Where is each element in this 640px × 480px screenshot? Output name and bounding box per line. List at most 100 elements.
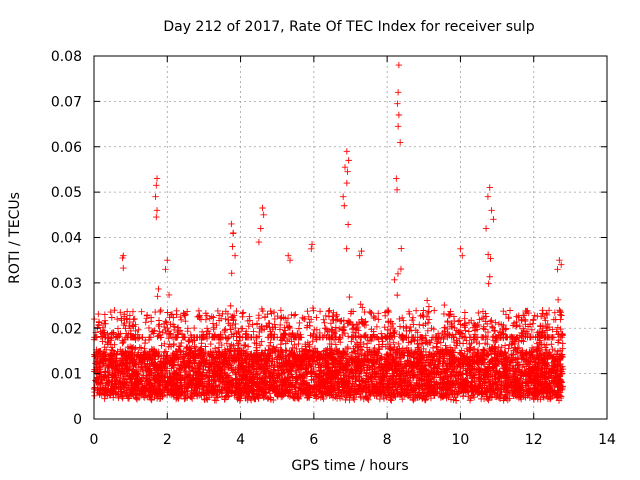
data-point <box>343 245 350 252</box>
data-point <box>111 307 118 314</box>
data-point <box>177 316 185 323</box>
data-point <box>373 323 381 331</box>
data-point <box>346 293 353 301</box>
data-point <box>383 334 390 342</box>
data-point <box>101 343 108 351</box>
data-point <box>267 339 274 346</box>
data-point <box>325 308 332 315</box>
data-point <box>549 345 556 353</box>
data-point <box>227 302 234 310</box>
data-point <box>329 312 336 320</box>
data-point <box>551 309 559 316</box>
data-point <box>164 324 171 332</box>
data-point <box>397 355 404 363</box>
data-point <box>113 315 121 323</box>
data-point <box>207 340 214 348</box>
data-point <box>101 311 109 318</box>
data-point <box>333 311 340 318</box>
data-point <box>147 318 155 325</box>
data-point <box>168 310 176 318</box>
data-point <box>99 338 106 345</box>
data-point <box>546 349 553 356</box>
data-point <box>375 316 382 323</box>
data-point <box>554 324 562 331</box>
data-point <box>544 320 551 328</box>
data-point <box>95 318 103 326</box>
data-point <box>161 348 168 356</box>
data-point <box>441 301 448 309</box>
data-point <box>394 291 401 299</box>
data-point <box>468 339 475 347</box>
data-point <box>557 325 564 333</box>
data-point <box>203 325 211 332</box>
data-point <box>396 323 404 330</box>
data-point <box>465 328 473 335</box>
data-point <box>462 320 469 327</box>
data-point <box>209 320 217 327</box>
data-point <box>366 308 373 316</box>
data-points-layer <box>90 61 567 404</box>
data-point <box>138 308 145 315</box>
data-point <box>214 307 222 315</box>
data-point <box>131 315 138 323</box>
data-point <box>437 339 444 346</box>
data-point <box>158 342 165 349</box>
data-point <box>396 315 403 323</box>
data-point <box>416 321 423 328</box>
data-point <box>423 297 431 304</box>
data-point <box>542 317 549 324</box>
data-point <box>485 280 492 287</box>
data-point <box>356 333 364 341</box>
data-point <box>378 330 385 337</box>
data-point <box>245 322 252 330</box>
data-point <box>202 343 209 350</box>
data-point <box>396 139 404 146</box>
data-point <box>344 333 352 340</box>
data-point <box>336 325 343 333</box>
data-point <box>459 393 467 400</box>
data-point <box>129 308 137 315</box>
data-point <box>529 317 537 324</box>
data-point <box>117 309 124 316</box>
data-point <box>542 323 550 331</box>
data-point <box>101 395 108 402</box>
data-point <box>420 307 427 314</box>
data-point <box>461 309 469 316</box>
data-point <box>250 328 257 335</box>
data-point <box>288 311 295 319</box>
data-point <box>239 310 246 317</box>
data-point <box>320 316 327 323</box>
data-point <box>554 296 562 304</box>
data-point <box>400 317 407 324</box>
data-point <box>178 339 185 347</box>
data-point <box>398 314 406 321</box>
data-point <box>107 308 114 316</box>
data-point <box>378 354 385 361</box>
data-point <box>165 291 173 299</box>
data-point <box>264 394 271 402</box>
data-point <box>114 325 122 332</box>
data-point <box>185 337 192 345</box>
data-point <box>239 309 247 316</box>
data-point <box>278 314 285 321</box>
data-point <box>122 325 129 332</box>
data-point <box>190 324 198 332</box>
data-point <box>141 339 149 347</box>
data-point <box>159 329 166 336</box>
data-point <box>284 369 292 377</box>
data-point <box>181 395 188 403</box>
data-point <box>304 308 311 315</box>
data-point <box>182 317 189 325</box>
data-point <box>224 316 232 324</box>
data-point <box>558 312 565 319</box>
data-point <box>528 326 536 333</box>
data-point <box>101 317 109 324</box>
data-point <box>353 320 361 328</box>
data-point <box>277 341 284 348</box>
data-point <box>398 245 405 252</box>
data-point <box>365 396 372 403</box>
data-point <box>317 394 324 401</box>
data-point <box>277 307 285 314</box>
data-point <box>316 308 324 315</box>
